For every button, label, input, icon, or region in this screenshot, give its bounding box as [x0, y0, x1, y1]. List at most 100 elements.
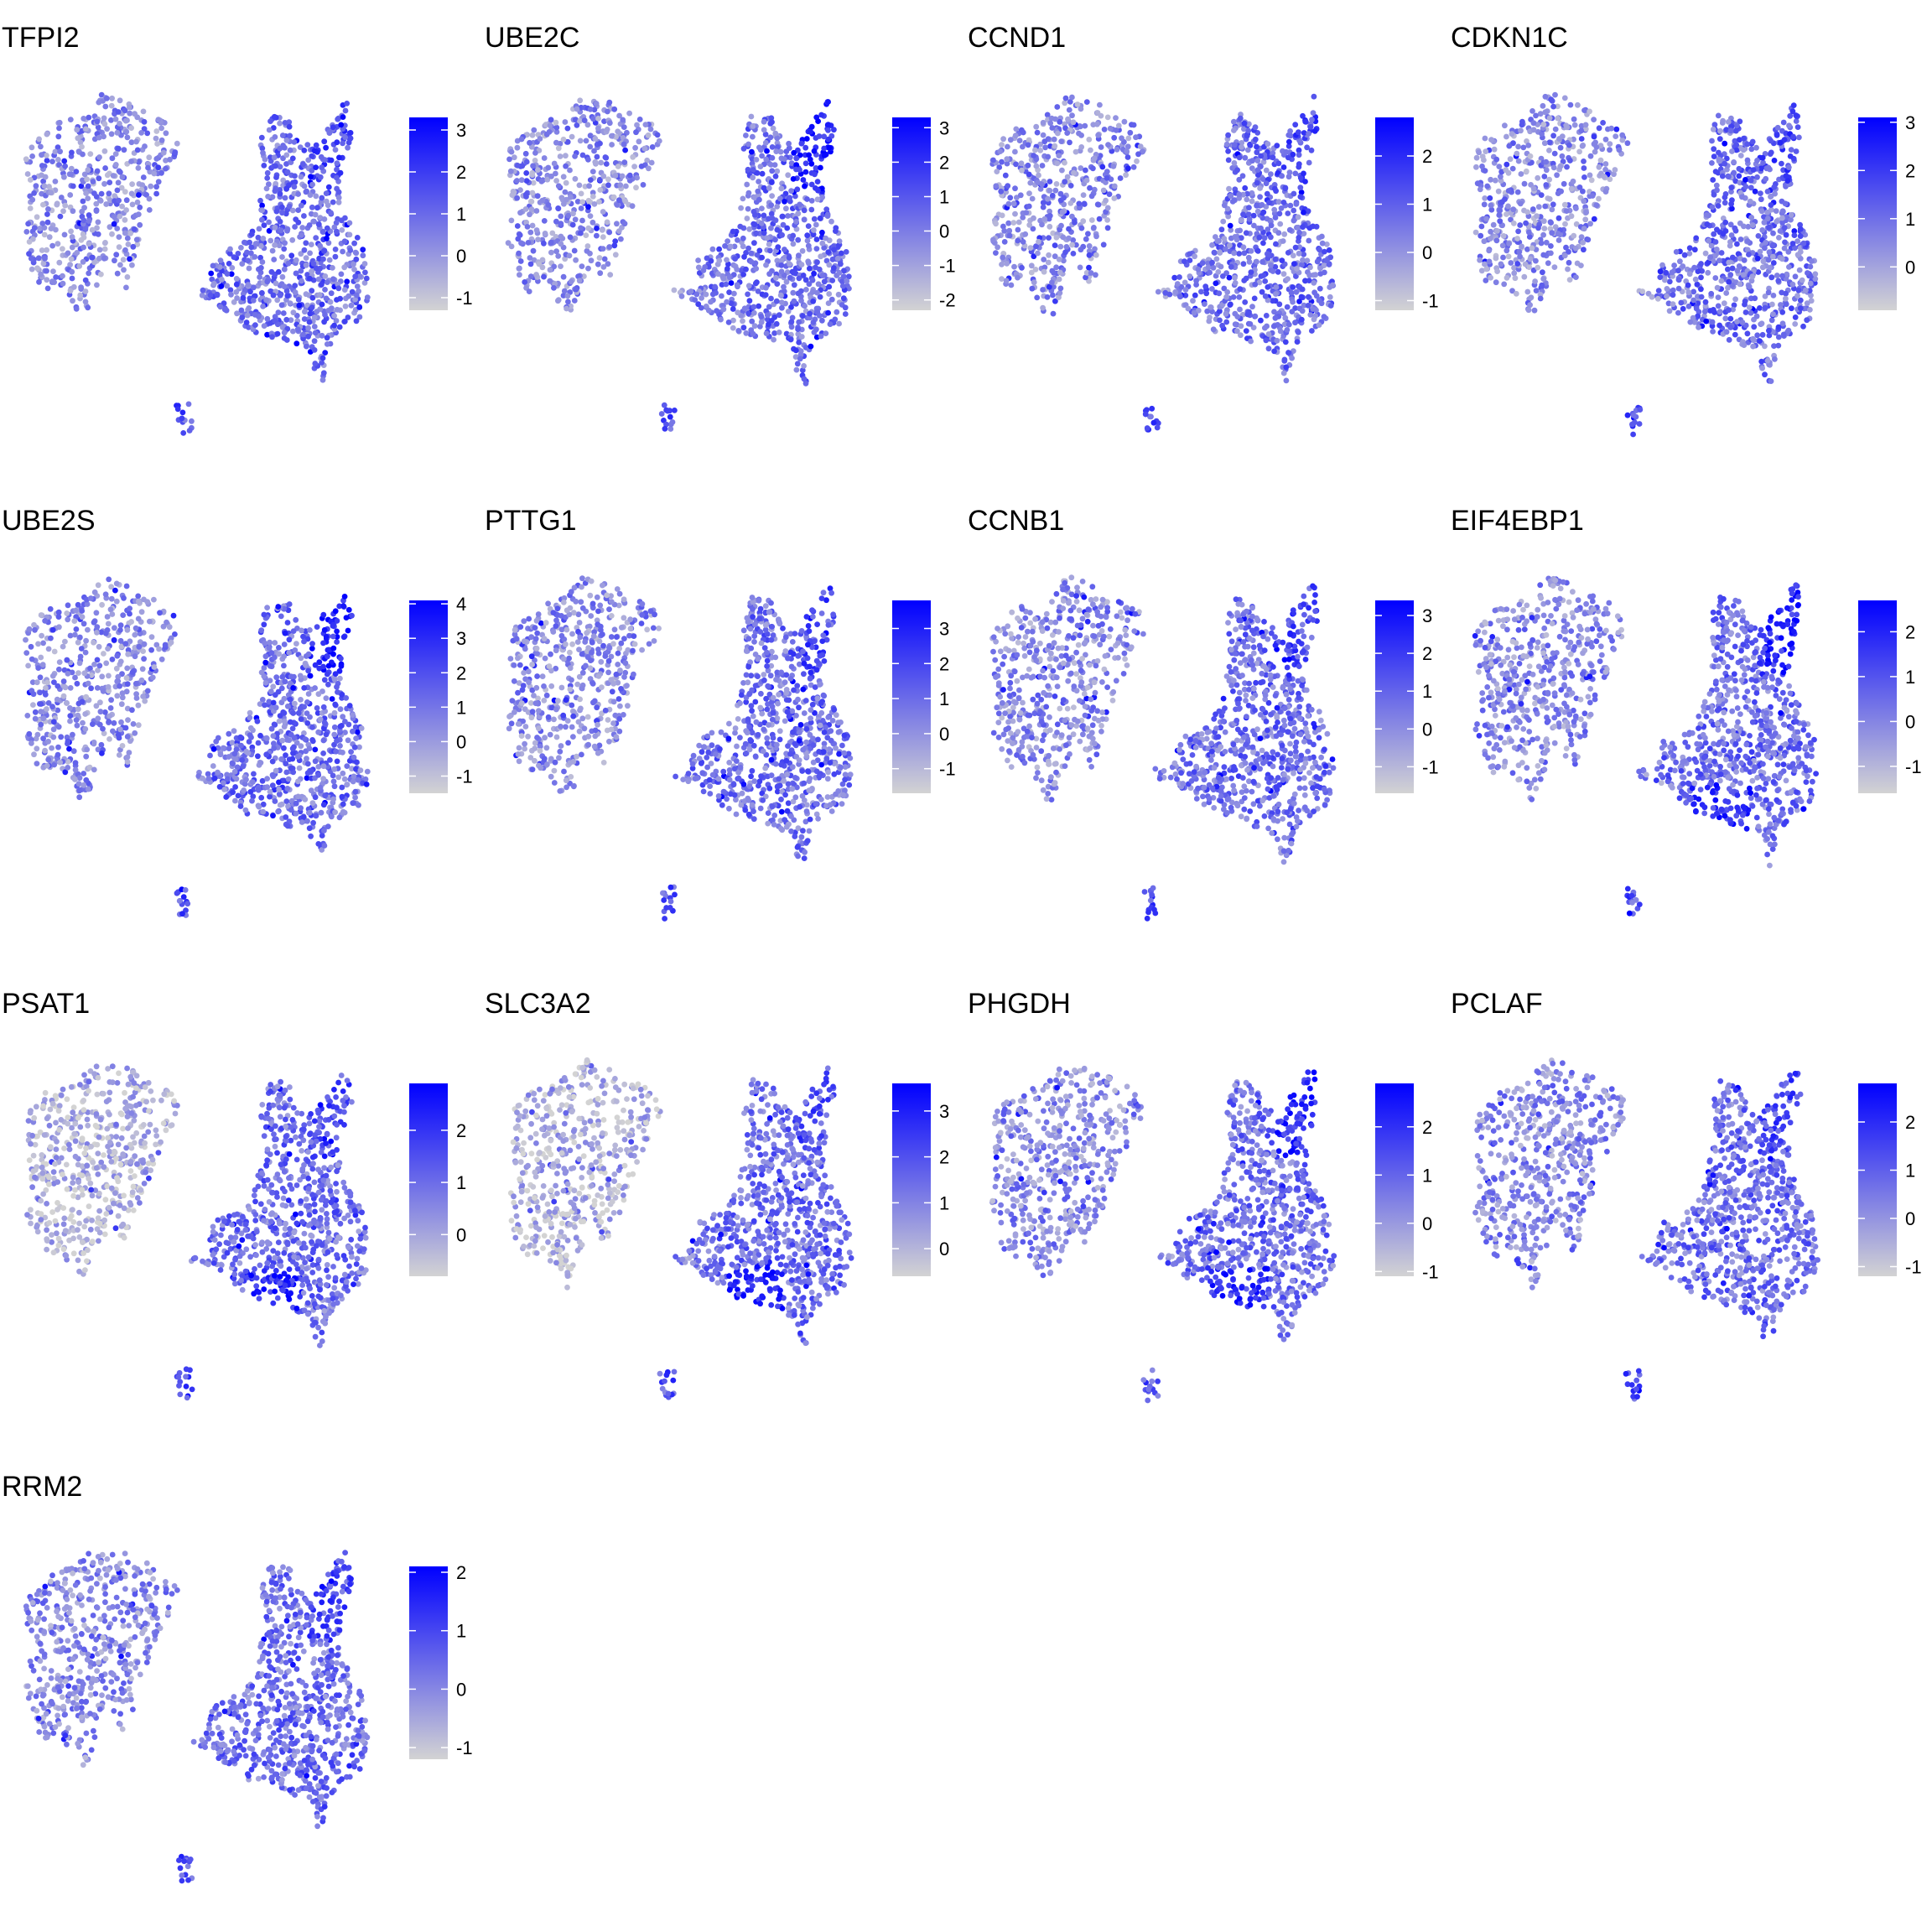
cell-point	[1012, 210, 1018, 217]
cell-point	[1052, 187, 1059, 194]
cell-point	[1086, 264, 1092, 271]
cell-point	[1100, 242, 1107, 248]
cell-point	[641, 145, 648, 152]
cell-point	[95, 124, 101, 131]
cell-point	[144, 130, 151, 137]
cell-point	[340, 140, 345, 147]
cell-point	[1474, 180, 1481, 187]
cell-point	[774, 144, 781, 150]
cell-point	[277, 145, 283, 152]
cell-point	[69, 244, 75, 251]
cell-point	[558, 233, 564, 240]
cell-point	[31, 225, 38, 231]
cell-point	[1210, 264, 1217, 271]
cell-point	[292, 283, 299, 288]
cell-point	[1046, 223, 1053, 230]
cell-point	[344, 278, 351, 285]
cell-point	[1245, 127, 1252, 134]
cell-point	[96, 99, 102, 106]
cell-point	[819, 240, 826, 247]
cell-point	[1776, 235, 1782, 241]
cell-point	[1067, 200, 1074, 206]
cell-point	[1766, 332, 1773, 339]
cell-point	[361, 280, 368, 286]
cell-point	[1097, 101, 1103, 108]
cell-point	[214, 291, 221, 298]
cell-point	[96, 255, 102, 262]
cell-point	[1265, 252, 1272, 257]
cell-point	[814, 309, 821, 315]
cell-point	[1213, 234, 1218, 240]
cell-point	[1236, 176, 1243, 183]
cell-point	[1578, 234, 1585, 241]
cell-point	[101, 115, 107, 122]
cell-point	[821, 245, 828, 251]
cell-point	[1515, 228, 1521, 235]
cell-point	[801, 363, 807, 369]
cell-point	[51, 279, 57, 285]
cell-point	[814, 196, 821, 203]
cell-point	[1231, 118, 1237, 125]
cell-point	[1062, 125, 1068, 132]
cell-point	[1275, 230, 1282, 236]
cell-point	[1285, 276, 1291, 282]
cell-point	[1530, 108, 1535, 114]
cell-point	[1004, 160, 1010, 167]
cell-point	[1251, 222, 1257, 229]
cell-point	[790, 269, 797, 276]
cell-point	[541, 240, 547, 247]
cell-point	[1245, 254, 1252, 261]
cell-point	[551, 160, 558, 167]
cell-point	[133, 138, 139, 145]
cell-point	[787, 274, 793, 281]
cell-point	[1542, 109, 1549, 116]
cell-point	[1530, 185, 1537, 192]
cell-point	[1488, 274, 1493, 281]
cell-point	[1793, 118, 1800, 124]
cell-point	[1291, 207, 1297, 214]
cell-point	[1733, 147, 1740, 153]
cell-point	[1731, 159, 1737, 165]
cell-point	[1608, 125, 1614, 132]
cell-point	[1226, 274, 1233, 281]
cell-point	[264, 331, 270, 338]
cell-point	[1541, 174, 1548, 179]
cell-point	[311, 314, 318, 320]
cell-point	[1702, 250, 1709, 257]
cell-point	[328, 210, 334, 216]
cell-point	[1737, 236, 1744, 242]
cell-point	[1792, 321, 1799, 327]
cell-point	[756, 303, 762, 309]
cell-point	[1055, 130, 1061, 137]
cell-point	[1310, 110, 1317, 117]
cell-point	[1607, 141, 1613, 148]
cell-point	[1083, 274, 1088, 281]
cell-point	[1254, 208, 1261, 215]
cell-point	[527, 261, 534, 267]
cell-point	[775, 244, 782, 250]
cell-point	[1268, 171, 1274, 178]
cell-point	[351, 261, 356, 267]
cell-point	[777, 292, 784, 299]
cell-point	[323, 198, 330, 205]
cell-point	[118, 184, 125, 191]
cell-point	[1581, 226, 1587, 232]
cell-point	[826, 291, 833, 297]
cell-point	[1791, 228, 1798, 234]
cell-point	[535, 167, 541, 174]
cell-point	[317, 174, 324, 180]
cell-point	[322, 312, 328, 318]
cell-point	[299, 232, 304, 238]
cell-point	[1154, 424, 1161, 431]
cell-point	[654, 132, 661, 138]
cell-point	[1501, 281, 1508, 288]
cell-point	[305, 325, 311, 331]
cell-point	[792, 347, 799, 354]
cell-point	[1236, 294, 1243, 300]
cell-point	[1498, 169, 1505, 175]
cell-point	[620, 117, 626, 123]
cell-point	[98, 190, 105, 197]
cell-point	[294, 326, 301, 333]
cell-point	[664, 408, 670, 413]
